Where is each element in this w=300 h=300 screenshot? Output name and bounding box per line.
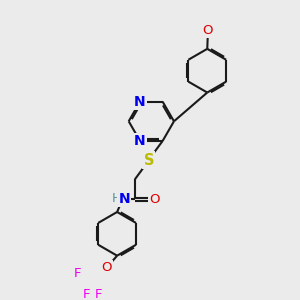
Text: O: O (102, 261, 112, 274)
Text: F: F (83, 287, 91, 300)
Text: N: N (134, 134, 146, 148)
Text: N: N (134, 95, 146, 109)
Text: F: F (95, 287, 103, 300)
Text: H: H (112, 192, 122, 205)
Text: F: F (74, 267, 81, 280)
Text: N: N (118, 192, 130, 206)
Text: O: O (149, 193, 159, 206)
Text: S: S (144, 153, 154, 168)
Text: O: O (202, 24, 213, 37)
